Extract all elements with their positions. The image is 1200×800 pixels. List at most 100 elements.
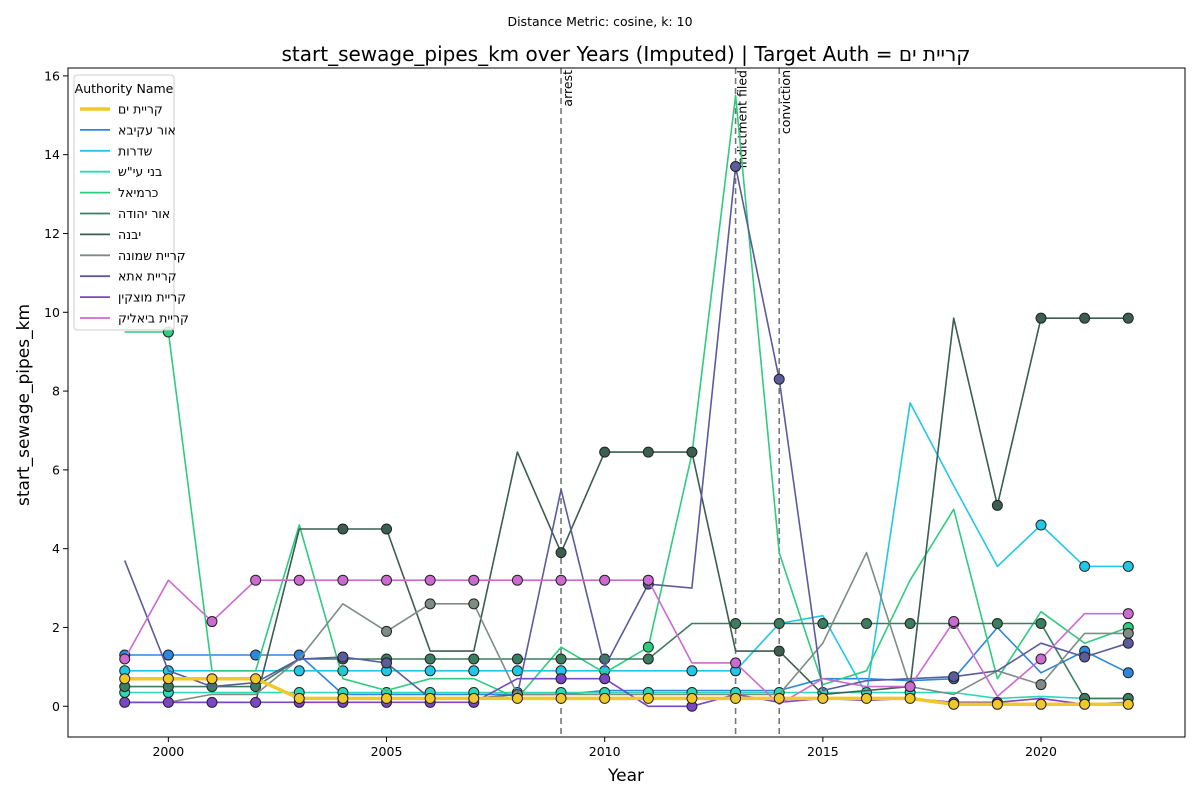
y-tick-label: 8 (52, 384, 60, 399)
data-point (250, 673, 262, 685)
legend-label: קריית ביאליק (118, 311, 189, 326)
data-point (468, 598, 480, 610)
legend-label: כרמיאל (118, 185, 158, 200)
x-axis-label: Year (607, 766, 644, 786)
chart-title: start_sewage_pipes_km over Years (Impute… (282, 42, 971, 66)
data-point (730, 160, 742, 172)
y-tick-label: 4 (52, 541, 60, 556)
data-point (860, 692, 872, 704)
data-point (468, 692, 480, 704)
data-point (337, 651, 349, 663)
legend-label: בני עי"ש (118, 164, 162, 179)
series-line (124, 676, 1129, 707)
data-point (1079, 651, 1091, 663)
data-point (948, 616, 960, 628)
data-point (599, 446, 611, 458)
data-point (991, 499, 1003, 511)
data-point (773, 618, 785, 630)
data-point (642, 653, 654, 665)
data-point (948, 671, 960, 683)
data-point (206, 616, 218, 628)
data-point (555, 574, 567, 586)
event-label: indictment filed (735, 70, 750, 168)
y-tick-label: 6 (52, 462, 60, 477)
event-label: arrest (560, 70, 575, 107)
data-point (1122, 560, 1134, 572)
data-point (250, 696, 262, 708)
data-point (555, 673, 567, 685)
data-point (686, 692, 698, 704)
series-line (124, 94, 1129, 700)
legend-label: אור יהודה (118, 206, 170, 221)
chart-suptitle: Distance Metric: cosine, k: 10 (507, 14, 692, 29)
data-point (686, 446, 698, 458)
data-point (337, 574, 349, 586)
x-tick-label: 2015 (807, 744, 839, 759)
data-point (119, 696, 131, 708)
data-point (904, 618, 916, 630)
data-point (1079, 312, 1091, 324)
series-line (123, 165, 1129, 700)
data-point (424, 692, 436, 704)
data-point (730, 657, 742, 669)
series-line (124, 402, 1129, 696)
x-tick-label: 2020 (1025, 744, 1057, 759)
legend-label: יבנה (118, 227, 141, 242)
data-point (642, 641, 654, 653)
data-point (1122, 698, 1134, 710)
legend-label: שדרות (118, 143, 153, 158)
data-point (555, 653, 567, 665)
legend-label: אור עקיבא (118, 122, 176, 137)
data-point (1122, 667, 1134, 679)
data-point (293, 692, 305, 704)
axes-frame (67, 67, 1186, 738)
data-point (1035, 618, 1047, 630)
data-point (1122, 627, 1134, 639)
data-point (162, 673, 174, 685)
x-tick-label: 2010 (589, 744, 621, 759)
data-point (1122, 608, 1134, 620)
data-point (991, 618, 1003, 630)
data-point (206, 696, 218, 708)
y-tick-label: 14 (44, 147, 60, 162)
data-point (904, 681, 916, 693)
data-point (162, 649, 174, 661)
data-point (206, 673, 218, 685)
data-point (1035, 519, 1047, 531)
y-tick-label: 0 (52, 699, 60, 714)
data-point (817, 692, 829, 704)
data-point (511, 653, 523, 665)
data-point (904, 692, 916, 704)
data-point (468, 574, 480, 586)
data-point (468, 665, 480, 677)
data-point (511, 692, 523, 704)
data-point (381, 574, 393, 586)
data-point (860, 618, 872, 630)
data-point (555, 692, 567, 704)
data-point (337, 692, 349, 704)
data-point (1035, 653, 1047, 665)
data-point (599, 673, 611, 685)
data-point (991, 698, 1003, 710)
legend: Authority Name קריית ים אור עקיבא שדרות בני … (73, 74, 189, 331)
data-point (817, 618, 829, 630)
plot-area: arrest indictment filed conviction 2000 2005… (44, 67, 1186, 759)
y-tick-label: 2 (52, 620, 60, 635)
data-point (119, 673, 131, 685)
data-point (1122, 312, 1134, 324)
data-point (337, 523, 349, 535)
data-point (642, 446, 654, 458)
data-point (381, 625, 393, 637)
data-point (424, 665, 436, 677)
data-point (1079, 698, 1091, 710)
legend-label: קריית אתא (118, 269, 177, 284)
data-point (948, 698, 960, 710)
data-point (381, 657, 393, 669)
data-point (162, 696, 174, 708)
data-point (773, 692, 785, 704)
series-line (124, 551, 1129, 704)
data-point (1079, 560, 1091, 572)
x-tick-label: 2005 (371, 744, 403, 759)
data-point (642, 574, 654, 586)
data-point (424, 653, 436, 665)
